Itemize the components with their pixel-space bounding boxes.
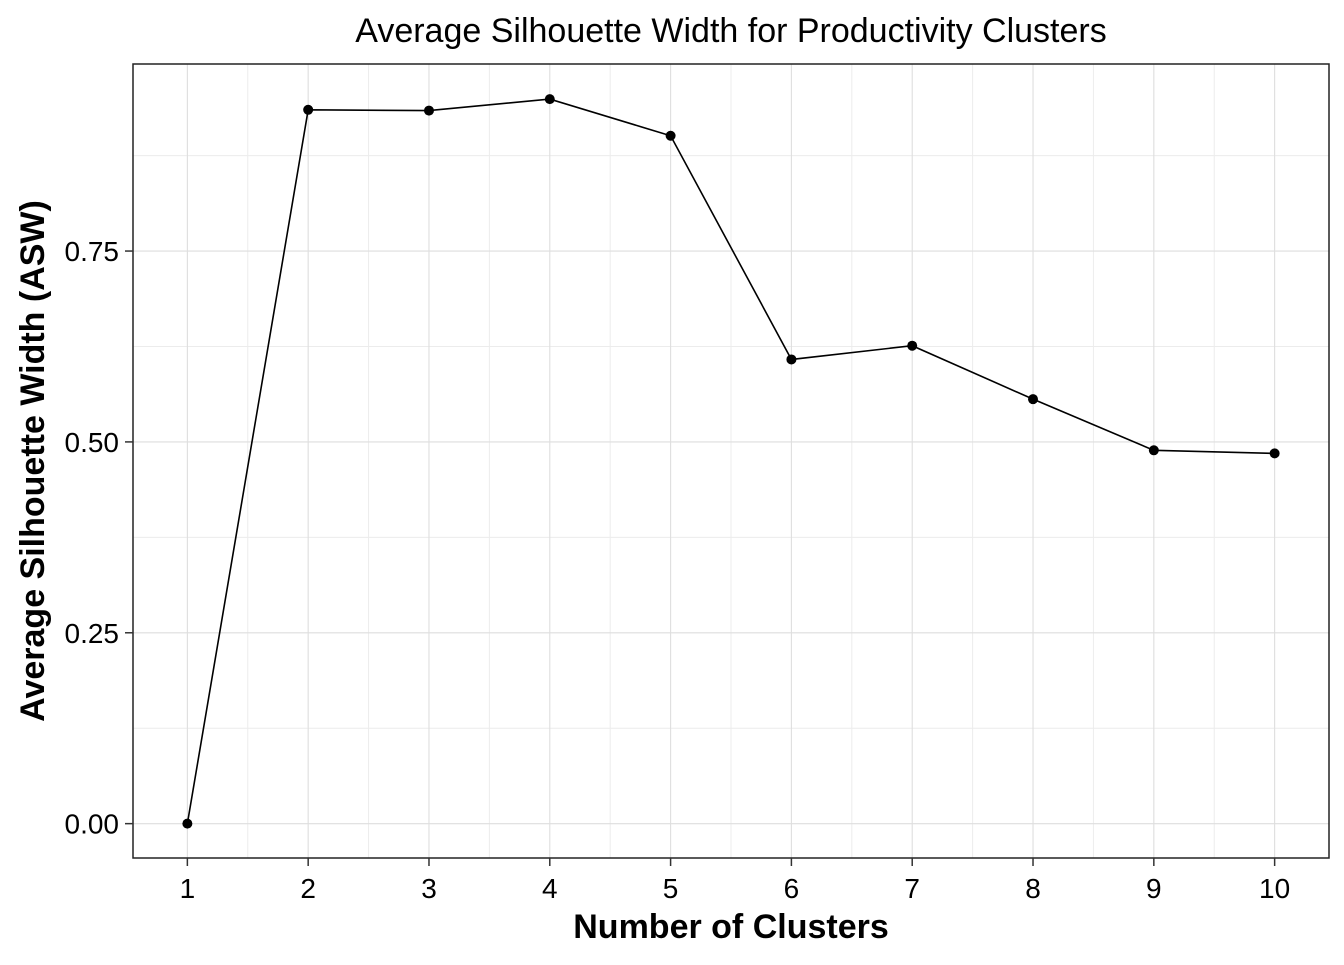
data-point <box>907 340 918 351</box>
tick-labels: 1 2 3 4 5 6 7 8 9 10 0.00 0.25 0.50 0.75 <box>65 236 1291 904</box>
data-series <box>182 94 1280 829</box>
series-line <box>186 98 1275 824</box>
data-point <box>544 94 555 105</box>
data-point <box>303 104 314 115</box>
data-point <box>1148 445 1159 456</box>
chart-title: Average Silhouette Width for Productivit… <box>355 12 1107 50</box>
data-point <box>182 818 193 829</box>
data-point <box>786 354 797 365</box>
x-tick-label: 7 <box>904 873 920 904</box>
x-axis-title: Number of Clusters <box>573 908 889 946</box>
data-point <box>665 130 676 141</box>
axis-ticks <box>125 250 1276 866</box>
data-point <box>1028 394 1039 405</box>
x-tick-label: 2 <box>300 873 316 904</box>
x-tick-label: 9 <box>1146 873 1162 904</box>
y-tick-label: 0.25 <box>65 618 120 649</box>
x-tick-label: 8 <box>1025 873 1041 904</box>
plot-panel-border <box>132 63 1330 859</box>
x-tick-label: 4 <box>542 873 558 904</box>
y-tick-label: 0.75 <box>65 236 120 267</box>
x-tick-label: 5 <box>663 873 679 904</box>
x-tick-label: 3 <box>421 873 437 904</box>
data-point <box>1269 448 1280 459</box>
y-tick-label: 0.50 <box>65 427 120 458</box>
x-tick-label: 1 <box>180 873 196 904</box>
y-axis-title: Average Silhouette Width (ASW) <box>14 200 52 722</box>
grid-lines <box>133 64 1329 858</box>
data-point <box>423 105 434 116</box>
y-tick-label: 0.00 <box>65 809 120 840</box>
x-tick-label: 10 <box>1259 873 1290 904</box>
x-tick-label: 6 <box>784 873 800 904</box>
